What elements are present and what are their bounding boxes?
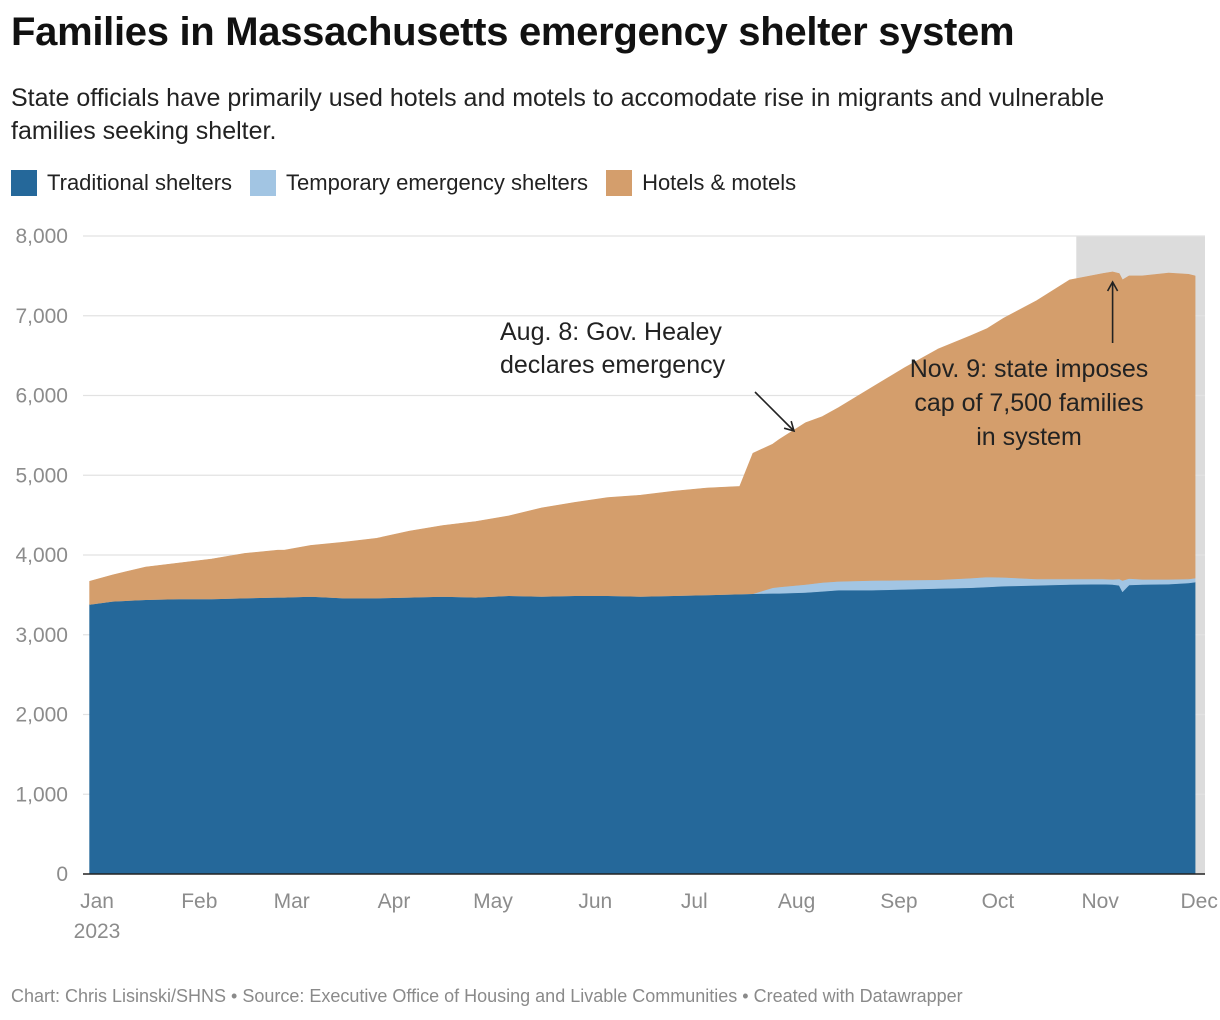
- legend-swatch-traditional: [11, 170, 37, 196]
- annotation-aug8-line: Aug. 8: Gov. Healey: [500, 318, 722, 346]
- chart-subtitle: State officials have primarily used hote…: [11, 84, 1105, 145]
- y-tick-label: 7,000: [15, 305, 68, 328]
- legend-item-traditional: Traditional shelters: [11, 170, 232, 196]
- annotation-nov9-line: in system: [976, 423, 1082, 451]
- legend-item-temporary: Temporary emergency shelters: [250, 170, 588, 196]
- y-tick-label: 8,000: [15, 225, 68, 248]
- x-tick-label-year: 2023: [74, 920, 121, 943]
- x-tick-label: Dec: [1181, 890, 1218, 913]
- legend-swatch-hotels: [606, 170, 633, 196]
- y-tick-label: 4,000: [15, 544, 68, 567]
- x-tick-label: Sep: [880, 890, 917, 913]
- annotation-aug8-arrow: [754, 391, 796, 433]
- x-tick-label: Nov: [1082, 890, 1120, 913]
- y-tick-label: 6,000: [15, 385, 68, 408]
- y-tick-label: 5,000: [15, 464, 68, 487]
- legend-label-hotels: Hotels & motels: [642, 170, 797, 195]
- chart-footer: Chart: Chris Lisinski/SHNS • Source: Exe…: [11, 986, 963, 1006]
- y-tick-label: 2,000: [15, 704, 68, 727]
- x-tick-label: May: [473, 890, 513, 913]
- legend-item-hotels: Hotels & motels: [606, 170, 796, 196]
- y-tick-label: 0: [56, 863, 68, 886]
- chart-title: Families in Massachusetts emergency shel…: [11, 10, 1015, 54]
- annotation-aug8-line: declares emergency: [500, 351, 726, 379]
- area-traditional-shelters: [89, 581, 1196, 875]
- legend-swatch-temporary: [250, 170, 277, 196]
- y-tick-label: 3,000: [15, 624, 68, 647]
- x-tick-label: Jul: [681, 890, 708, 913]
- legend: Traditional shelters Temporary emergency…: [11, 170, 814, 196]
- legend-label-temporary: Temporary emergency shelters: [286, 170, 589, 195]
- x-tick-label: Mar: [274, 890, 310, 913]
- x-tick-label: Jun: [578, 890, 612, 913]
- annotation-nov9-line: cap of 7,500 families: [914, 389, 1143, 417]
- x-tick-label: Oct: [982, 890, 1015, 913]
- x-tick-label: Feb: [181, 890, 217, 913]
- x-tick-label: Apr: [378, 890, 411, 913]
- annotation-nov9-line: Nov. 9: state imposes: [910, 355, 1149, 383]
- x-tick-label: Jan: [80, 890, 114, 913]
- area-hotels-motels: [89, 271, 1196, 605]
- x-tick-label: Aug: [778, 890, 815, 913]
- legend-label-traditional: Traditional shelters: [47, 170, 233, 195]
- y-tick-label: 1,000: [15, 783, 68, 806]
